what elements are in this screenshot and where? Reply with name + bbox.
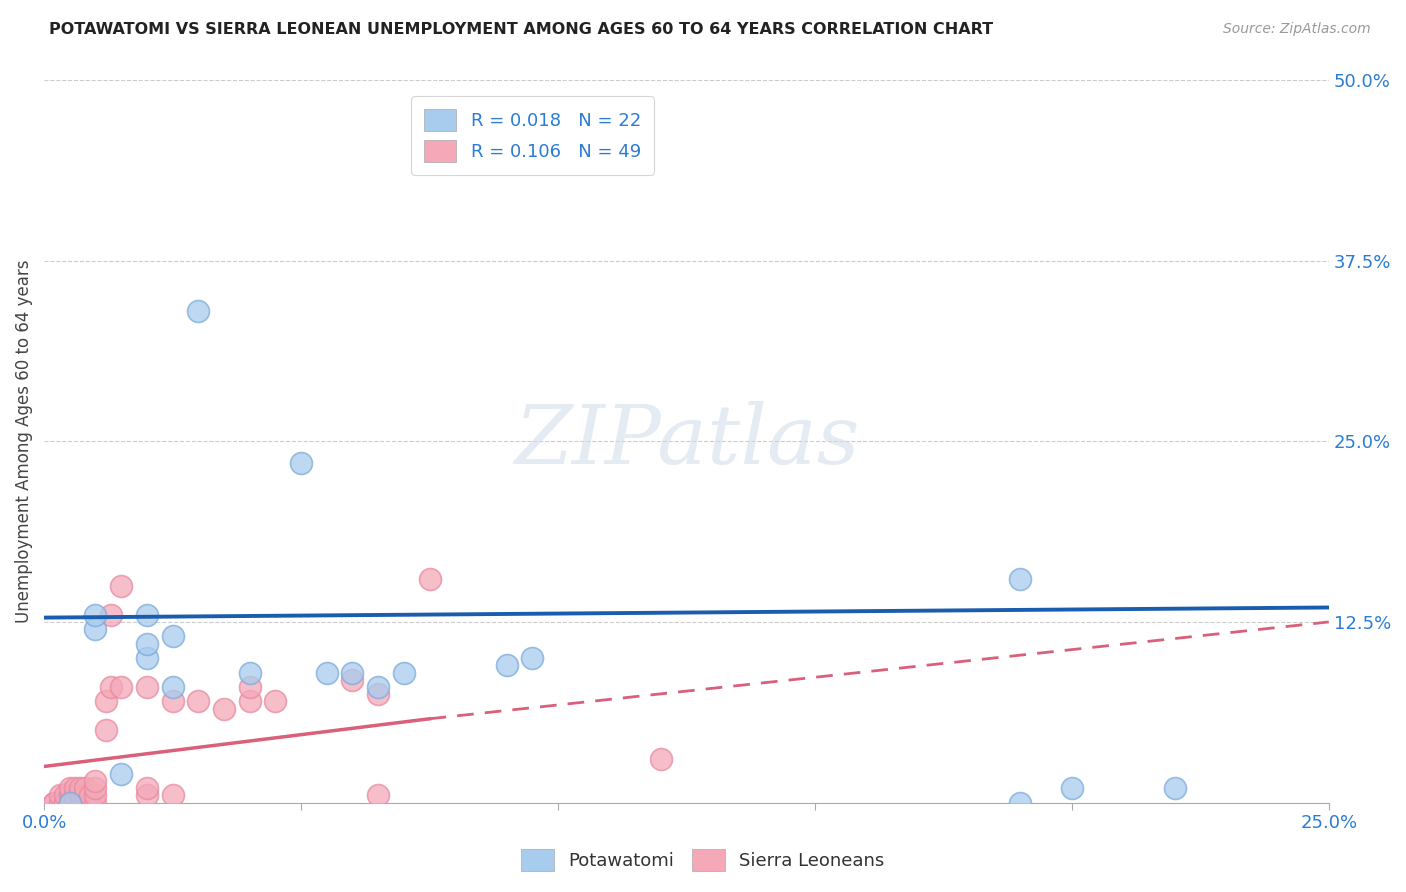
Point — [110, 680, 132, 694]
Point — [239, 680, 262, 694]
Point — [48, 796, 70, 810]
Point — [1163, 781, 1185, 796]
Point — [53, 789, 76, 803]
Point — [84, 781, 107, 796]
Point — [135, 637, 157, 651]
Legend: R = 0.018   N = 22, R = 0.106   N = 49: R = 0.018 N = 22, R = 0.106 N = 49 — [411, 96, 654, 175]
Point — [63, 796, 86, 810]
Point — [162, 789, 184, 803]
Point — [342, 665, 364, 680]
Point — [69, 781, 91, 796]
Text: Source: ZipAtlas.com: Source: ZipAtlas.com — [1223, 22, 1371, 37]
Point — [53, 796, 76, 810]
Point — [110, 579, 132, 593]
Point — [100, 607, 122, 622]
Point — [264, 694, 287, 708]
Point — [212, 701, 235, 715]
Point — [94, 723, 117, 738]
Point — [239, 665, 262, 680]
Point — [59, 785, 82, 799]
Point — [342, 673, 364, 687]
Point — [650, 752, 672, 766]
Point — [79, 789, 101, 803]
Point — [79, 796, 101, 810]
Point — [367, 687, 389, 701]
Point — [84, 796, 107, 810]
Point — [290, 456, 312, 470]
Point — [59, 781, 82, 796]
Point — [110, 766, 132, 780]
Point — [162, 629, 184, 643]
Point — [69, 796, 91, 810]
Point — [84, 607, 107, 622]
Point — [44, 796, 66, 810]
Point — [392, 665, 415, 680]
Point — [135, 789, 157, 803]
Text: ZIPatlas: ZIPatlas — [513, 401, 859, 482]
Point — [59, 796, 82, 810]
Point — [135, 651, 157, 665]
Point — [1060, 781, 1083, 796]
Point — [1010, 572, 1032, 586]
Point — [63, 796, 86, 810]
Point — [69, 785, 91, 799]
Y-axis label: Unemployment Among Ages 60 to 64 years: Unemployment Among Ages 60 to 64 years — [15, 260, 32, 623]
Point — [162, 680, 184, 694]
Point — [187, 694, 209, 708]
Point — [100, 680, 122, 694]
Point — [48, 789, 70, 803]
Point — [187, 304, 209, 318]
Point — [367, 680, 389, 694]
Point — [135, 781, 157, 796]
Point — [75, 796, 97, 810]
Point — [53, 796, 76, 810]
Point — [495, 658, 517, 673]
Point — [63, 789, 86, 803]
Text: POTAWATOMI VS SIERRA LEONEAN UNEMPLOYMENT AMONG AGES 60 TO 64 YEARS CORRELATION : POTAWATOMI VS SIERRA LEONEAN UNEMPLOYMEN… — [49, 22, 993, 37]
Legend: Potawatomi, Sierra Leoneans: Potawatomi, Sierra Leoneans — [515, 842, 891, 879]
Point — [135, 607, 157, 622]
Point — [75, 781, 97, 796]
Point — [135, 680, 157, 694]
Point — [84, 622, 107, 636]
Point — [1010, 796, 1032, 810]
Point — [69, 789, 91, 803]
Point — [239, 694, 262, 708]
Point — [59, 789, 82, 803]
Point — [63, 781, 86, 796]
Point — [75, 789, 97, 803]
Point — [522, 651, 544, 665]
Point — [315, 665, 337, 680]
Point — [59, 796, 82, 810]
Point — [162, 694, 184, 708]
Point — [84, 789, 107, 803]
Point — [94, 694, 117, 708]
Point — [367, 789, 389, 803]
Point — [418, 572, 440, 586]
Point — [84, 773, 107, 788]
Point — [44, 796, 66, 810]
